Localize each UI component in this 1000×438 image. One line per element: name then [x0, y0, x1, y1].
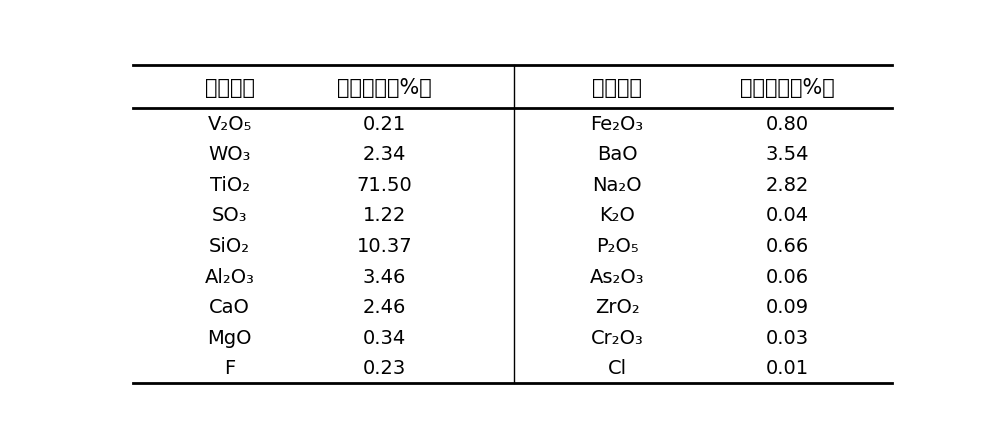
Text: 2.82: 2.82 [766, 176, 809, 194]
Text: ZrO₂: ZrO₂ [595, 297, 640, 316]
Text: 0.04: 0.04 [766, 206, 809, 225]
Text: Cr₂O₃: Cr₂O₃ [591, 328, 644, 347]
Text: Cl: Cl [608, 358, 627, 377]
Text: K₂O: K₂O [599, 206, 635, 225]
Text: 质量分数（%）: 质量分数（%） [740, 78, 835, 97]
Text: 2.46: 2.46 [363, 297, 406, 316]
Text: SiO₂: SiO₂ [209, 237, 250, 255]
Text: 2.34: 2.34 [363, 145, 406, 164]
Text: V₂O₅: V₂O₅ [207, 115, 252, 134]
Text: 0.34: 0.34 [363, 328, 406, 347]
Text: 0.80: 0.80 [766, 115, 809, 134]
Text: 化学成分: 化学成分 [592, 78, 642, 97]
Text: MgO: MgO [207, 328, 252, 347]
Text: WO₃: WO₃ [208, 145, 251, 164]
Text: 0.21: 0.21 [363, 115, 406, 134]
Text: Na₂O: Na₂O [592, 176, 642, 194]
Text: F: F [224, 358, 235, 377]
Text: 0.66: 0.66 [766, 237, 809, 255]
Text: Fe₂O₃: Fe₂O₃ [591, 115, 644, 134]
Text: 0.01: 0.01 [766, 358, 809, 377]
Text: 0.06: 0.06 [766, 267, 809, 286]
Text: 0.23: 0.23 [363, 358, 406, 377]
Text: 3.46: 3.46 [363, 267, 406, 286]
Text: 0.09: 0.09 [766, 297, 809, 316]
Text: SO₃: SO₃ [212, 206, 247, 225]
Text: 质量分数（%）: 质量分数（%） [337, 78, 432, 97]
Text: 化学成分: 化学成分 [205, 78, 255, 97]
Text: As₂O₃: As₂O₃ [590, 267, 644, 286]
Text: 1.22: 1.22 [363, 206, 406, 225]
Text: Al₂O₃: Al₂O₃ [205, 267, 255, 286]
Text: BaO: BaO [597, 145, 637, 164]
Text: P₂O₅: P₂O₅ [596, 237, 638, 255]
Text: 71.50: 71.50 [357, 176, 413, 194]
Text: 3.54: 3.54 [766, 145, 809, 164]
Text: 10.37: 10.37 [357, 237, 412, 255]
Text: TiO₂: TiO₂ [210, 176, 250, 194]
Text: 0.03: 0.03 [766, 328, 809, 347]
Text: CaO: CaO [209, 297, 250, 316]
